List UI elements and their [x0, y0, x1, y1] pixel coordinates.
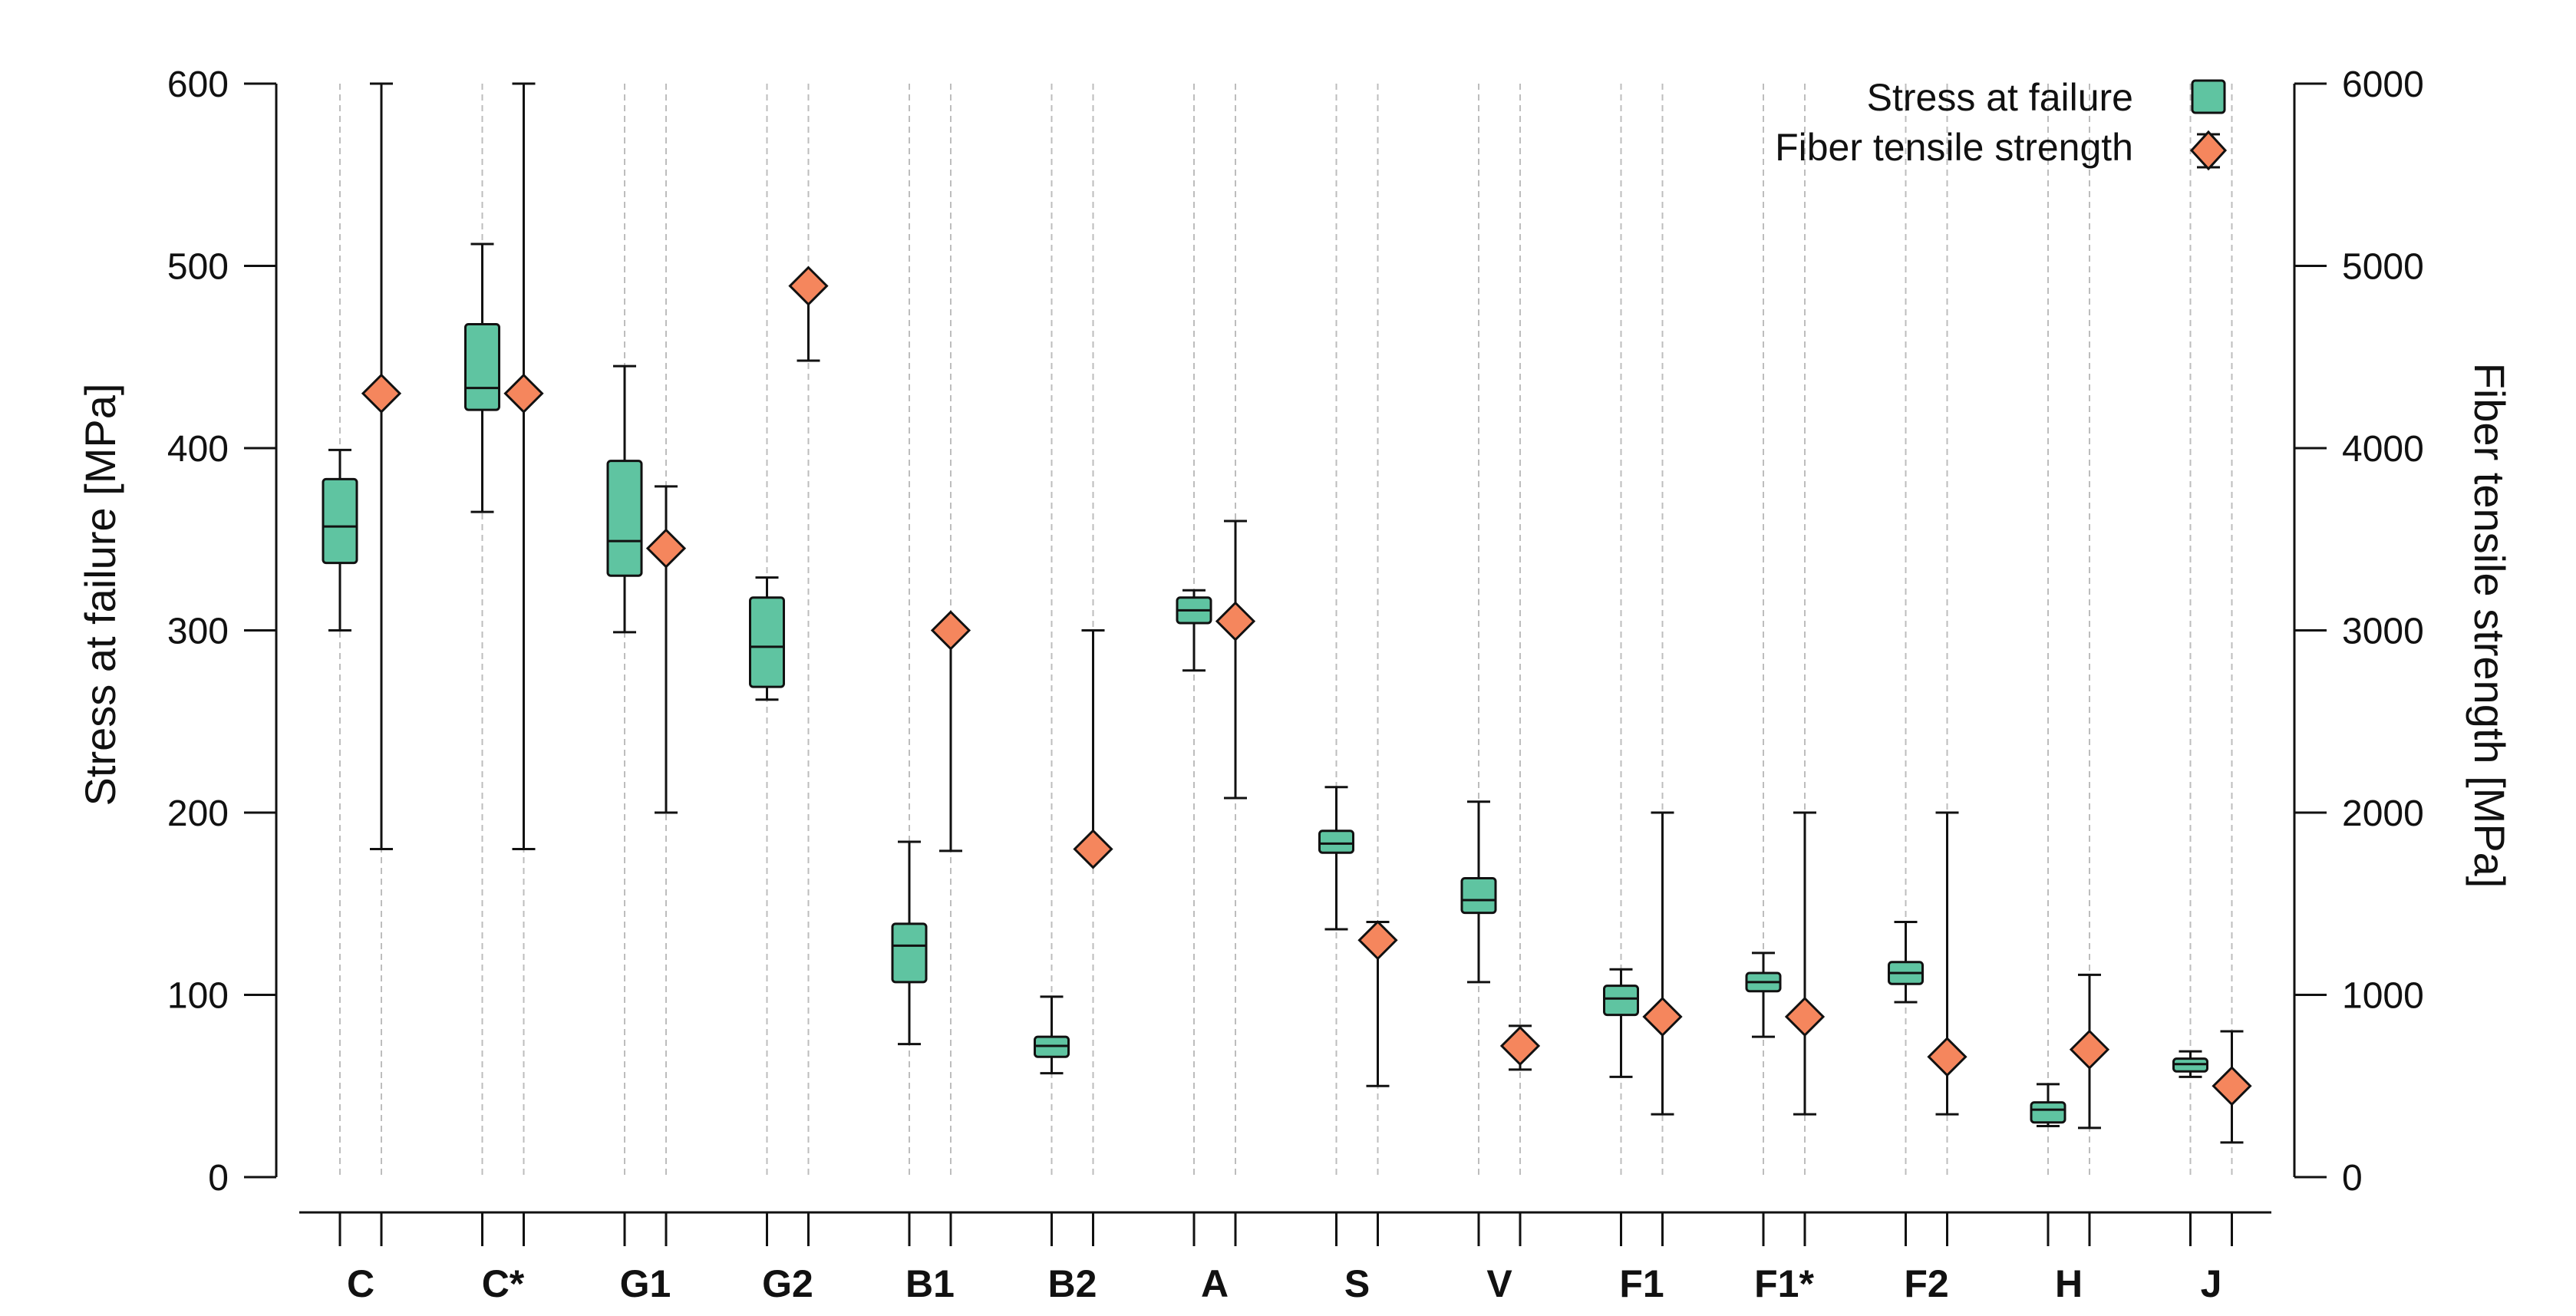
right-tick-label: 5000 — [2342, 247, 2424, 288]
stress-box — [1460, 877, 1497, 915]
category-label: S — [1344, 1262, 1370, 1305]
left-tick-label: 100 — [167, 976, 229, 1017]
right-axis-title: Fiber tensile strength [MPa] — [2466, 363, 2514, 889]
fiber-strength-group — [930, 610, 971, 853]
stress-box-group — [1603, 968, 1639, 1078]
right-tick-label: 2000 — [2342, 793, 2424, 834]
stress-box — [749, 596, 785, 688]
fiber-strength-diamond — [1215, 601, 1256, 642]
legend-box-swatch — [2191, 79, 2226, 114]
stress-box-group — [322, 448, 358, 632]
left-tick-label: 300 — [167, 612, 229, 652]
category-label: J — [2201, 1262, 2222, 1305]
right-tick-label: 0 — [2342, 1158, 2363, 1199]
right-tick-label: 3000 — [2342, 612, 2424, 652]
stress-box-group — [1318, 786, 1354, 931]
fiber-strength-group — [1499, 1024, 1541, 1071]
fiber-strength-diamond — [1642, 996, 1683, 1037]
category-label: F2 — [1904, 1262, 1948, 1305]
fiber-strength-diamond — [1073, 829, 1113, 869]
fiber-strength-diamond — [1499, 1025, 1541, 1067]
category-label: G2 — [762, 1262, 813, 1305]
stress-box — [606, 460, 643, 577]
category-label: C* — [482, 1262, 525, 1305]
fiber-strength-diamond — [1784, 996, 1826, 1037]
axes: 0100200300400500600010002000300040005000… — [167, 64, 2424, 1305]
category-label: C — [347, 1262, 374, 1305]
category-label: B1 — [905, 1262, 955, 1305]
stress-box-group — [2172, 1050, 2208, 1078]
fiber-strength-diamond — [2069, 1029, 2110, 1070]
fiber-strength-diamond — [930, 610, 971, 651]
fiber-strength-group — [361, 82, 402, 850]
stress-box-group — [464, 242, 500, 513]
fiber-strength-diamond — [2212, 1066, 2252, 1107]
left-tick-label: 600 — [167, 64, 229, 105]
right-tick-label: 1000 — [2342, 976, 2424, 1017]
stress-box-group — [1745, 952, 1782, 1038]
fiber-strength-diamond — [361, 373, 402, 414]
stress-box-group — [749, 576, 785, 701]
stress-box — [1603, 985, 1639, 1017]
legend: Stress at failure Fiber tensile strength — [1775, 76, 2228, 171]
stress-box — [891, 922, 928, 984]
fiber-strength-group — [788, 266, 829, 362]
stress-box-group — [1460, 800, 1497, 984]
fiber-strength-group — [2212, 1030, 2252, 1144]
fiber-strength-diamond — [1357, 920, 1398, 961]
fiber-strength-group — [1642, 811, 1683, 1116]
left-tick-label: 0 — [208, 1158, 229, 1199]
stress-box-group — [2030, 1083, 2066, 1127]
fiber-strength-group — [1784, 811, 1826, 1116]
stress-box — [2030, 1101, 2066, 1124]
category-label: A — [1201, 1262, 1229, 1305]
stress-box-group — [1888, 921, 1924, 1004]
data-marks — [322, 82, 2252, 1144]
fiber-strength-group — [2069, 973, 2110, 1130]
fiber-strength-group — [1357, 920, 1398, 1087]
category-label: G1 — [620, 1262, 671, 1305]
category-label: H — [2055, 1262, 2083, 1305]
fiber-strength-group — [1073, 629, 1113, 869]
left-tick-label: 400 — [167, 429, 229, 470]
left-axis-title: Stress at failure [MPa] — [76, 384, 124, 806]
fiber-strength-diamond — [1927, 1037, 1967, 1077]
fiber-strength-group — [503, 82, 544, 850]
stress-box — [1318, 830, 1354, 854]
category-label: F1* — [1754, 1262, 1814, 1305]
legend-diamond-swatch — [2189, 130, 2228, 171]
fiber-strength-group — [645, 485, 687, 814]
fiber-strength-diamond — [788, 266, 829, 306]
fiber-strength-diamond — [503, 373, 544, 414]
right-tick-label: 4000 — [2342, 429, 2424, 470]
legend-label-stress: Stress at failure — [1867, 76, 2133, 119]
stress-box-group — [1034, 995, 1070, 1075]
right-tick-label: 6000 — [2342, 64, 2424, 105]
fiber-strength-group — [1215, 519, 1256, 800]
left-tick-label: 500 — [167, 247, 229, 288]
stress-box — [464, 323, 500, 411]
category-label: B2 — [1048, 1262, 1097, 1305]
fiber-strength-diamond — [645, 528, 687, 569]
stress-box-group — [891, 840, 928, 1046]
left-tick-label: 200 — [167, 793, 229, 834]
category-label: F1 — [1619, 1262, 1664, 1305]
stress-box-group — [1176, 589, 1212, 672]
stress-box — [322, 477, 358, 565]
fiber-strength-group — [1927, 811, 1967, 1116]
stress-box-group — [606, 364, 643, 634]
category-label: V — [1486, 1262, 1512, 1305]
legend-label-fiber: Fiber tensile strength — [1775, 126, 2133, 169]
